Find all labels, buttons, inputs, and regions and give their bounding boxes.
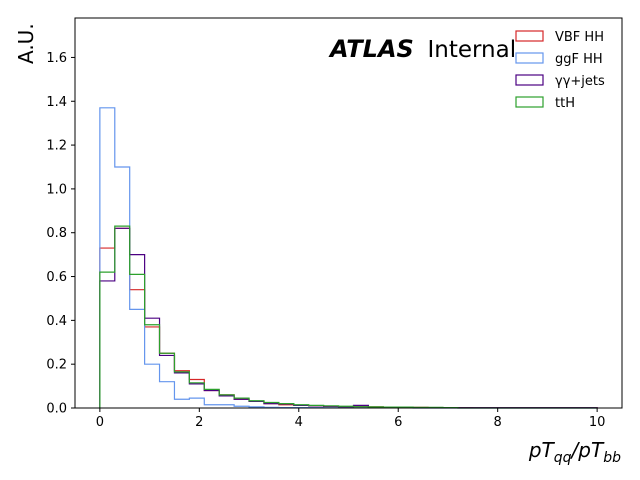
x-axis-title-slash: / [570,438,581,462]
atlas-bold-text: ATLAS [328,35,414,63]
legend-swatch [515,96,544,108]
y-tick-label: 0.2 [46,358,67,373]
atlas-rest-text: Internal [427,37,516,63]
x-tick-label: 0 [96,415,104,430]
y-tick-label: 0.0 [46,402,67,417]
y-tick-label: 0.4 [46,314,67,329]
legend-label: VBF HH [555,30,604,45]
legend-swatch [515,30,544,42]
x-axis: 0 2 4 6 8 10 [96,408,606,430]
y-tick-label: 1.4 [46,95,67,110]
plot-frame [74,17,623,409]
y-tick-label: 0.6 [46,270,67,285]
x-tick-label: 4 [295,415,303,430]
y-tick-label: 1.0 [46,182,67,197]
legend-label: γγ+jets [555,74,605,89]
y-tick-label: 1.2 [46,139,67,154]
y-tick-label: 0.8 [46,226,67,241]
x-tick-label: 8 [494,415,502,430]
legend: VBF HH ggF HH γγ+jets ttH [515,30,605,111]
x-axis-title: pTqq/pTbb [528,438,621,466]
x-axis-title-var-num: pT [528,438,556,462]
x-tick-label: 6 [394,415,402,430]
legend-label: ttH [555,96,575,111]
legend-label: ggF HH [555,52,603,67]
x-axis-title-sub-den: bb [603,450,621,466]
y-tick-label: 1.6 [46,51,67,66]
x-axis-title-var-den: pT [577,438,605,462]
legend-swatch [515,52,544,64]
x-tick-label: 2 [195,415,203,430]
legend-swatch [515,74,544,86]
x-axis-title-sub-num: qq [554,450,572,466]
y-axis: 0.0 0.2 0.4 0.6 0.8 1.0 1.2 1.4 1.6 [46,51,75,417]
atlas-annotation: ATLAS Internal [328,35,516,63]
x-tick-label: 10 [589,415,606,430]
y-axis-title: A.U. [14,23,38,64]
